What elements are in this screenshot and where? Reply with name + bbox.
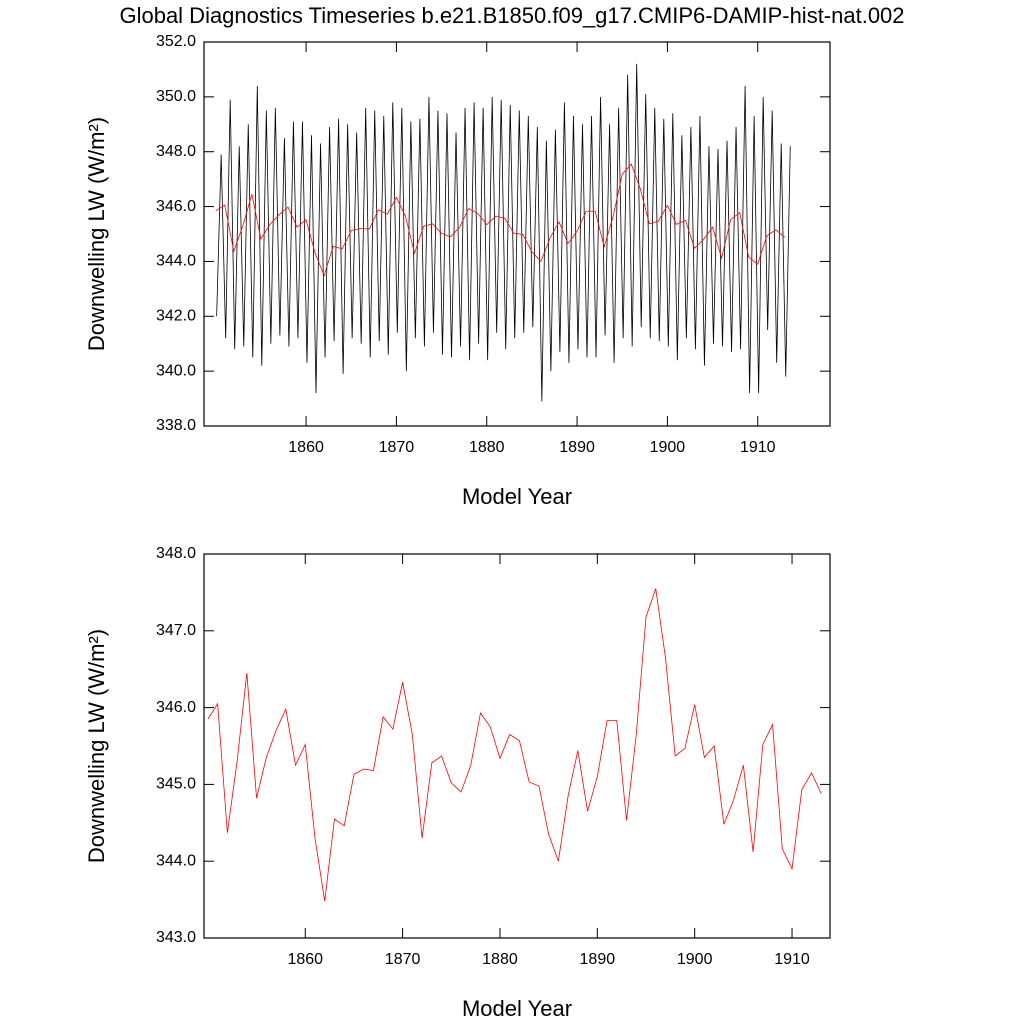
x-tick-label: 1860 [288,439,324,456]
x-tick-label: 1890 [559,439,595,456]
plot-frame [203,553,831,939]
x-tick-label: 1870 [385,951,421,968]
y-tick-label: 346.0 [156,198,196,215]
y-tick-label: 352.0 [156,33,196,50]
x-tick-label: 1910 [740,439,776,456]
x-tick-label: 1860 [287,951,323,968]
y-tick-label: 338.0 [156,417,196,434]
y-tick-label: 344.0 [156,852,196,869]
plot-frame [203,41,831,427]
data-line [215,163,786,277]
x-tick-label: 1880 [482,951,518,968]
x-axis-label: Model Year [462,996,572,1021]
y-tick-label: 348.0 [156,143,196,160]
y-tick-label: 342.0 [156,308,196,325]
data-line [216,63,791,402]
x-tick-label: 1890 [580,951,616,968]
y-axis-label: Downwelling LW (W/m²) [84,629,109,863]
y-tick-label: 347.0 [156,622,196,639]
x-tick-label: 1880 [469,439,505,456]
y-tick-label: 346.0 [156,699,196,716]
y-tick-label: 350.0 [156,88,196,105]
x-tick-label: 1900 [677,951,713,968]
x-axis-label: Model Year [462,484,572,509]
y-axis-label: Downwelling LW (W/m²) [84,117,109,351]
y-tick-label: 345.0 [156,776,196,793]
x-tick-label: 1910 [774,951,810,968]
y-tick-label: 348.0 [156,545,196,562]
y-tick-label: 344.0 [156,253,196,270]
y-tick-label: 340.0 [156,362,196,379]
chart-title: Global Diagnostics Timeseries b.e21.B185… [119,3,904,28]
x-tick-label: 1870 [379,439,415,456]
x-tick-label: 1900 [650,439,686,456]
data-line [207,588,822,902]
y-tick-label: 343.0 [156,929,196,946]
